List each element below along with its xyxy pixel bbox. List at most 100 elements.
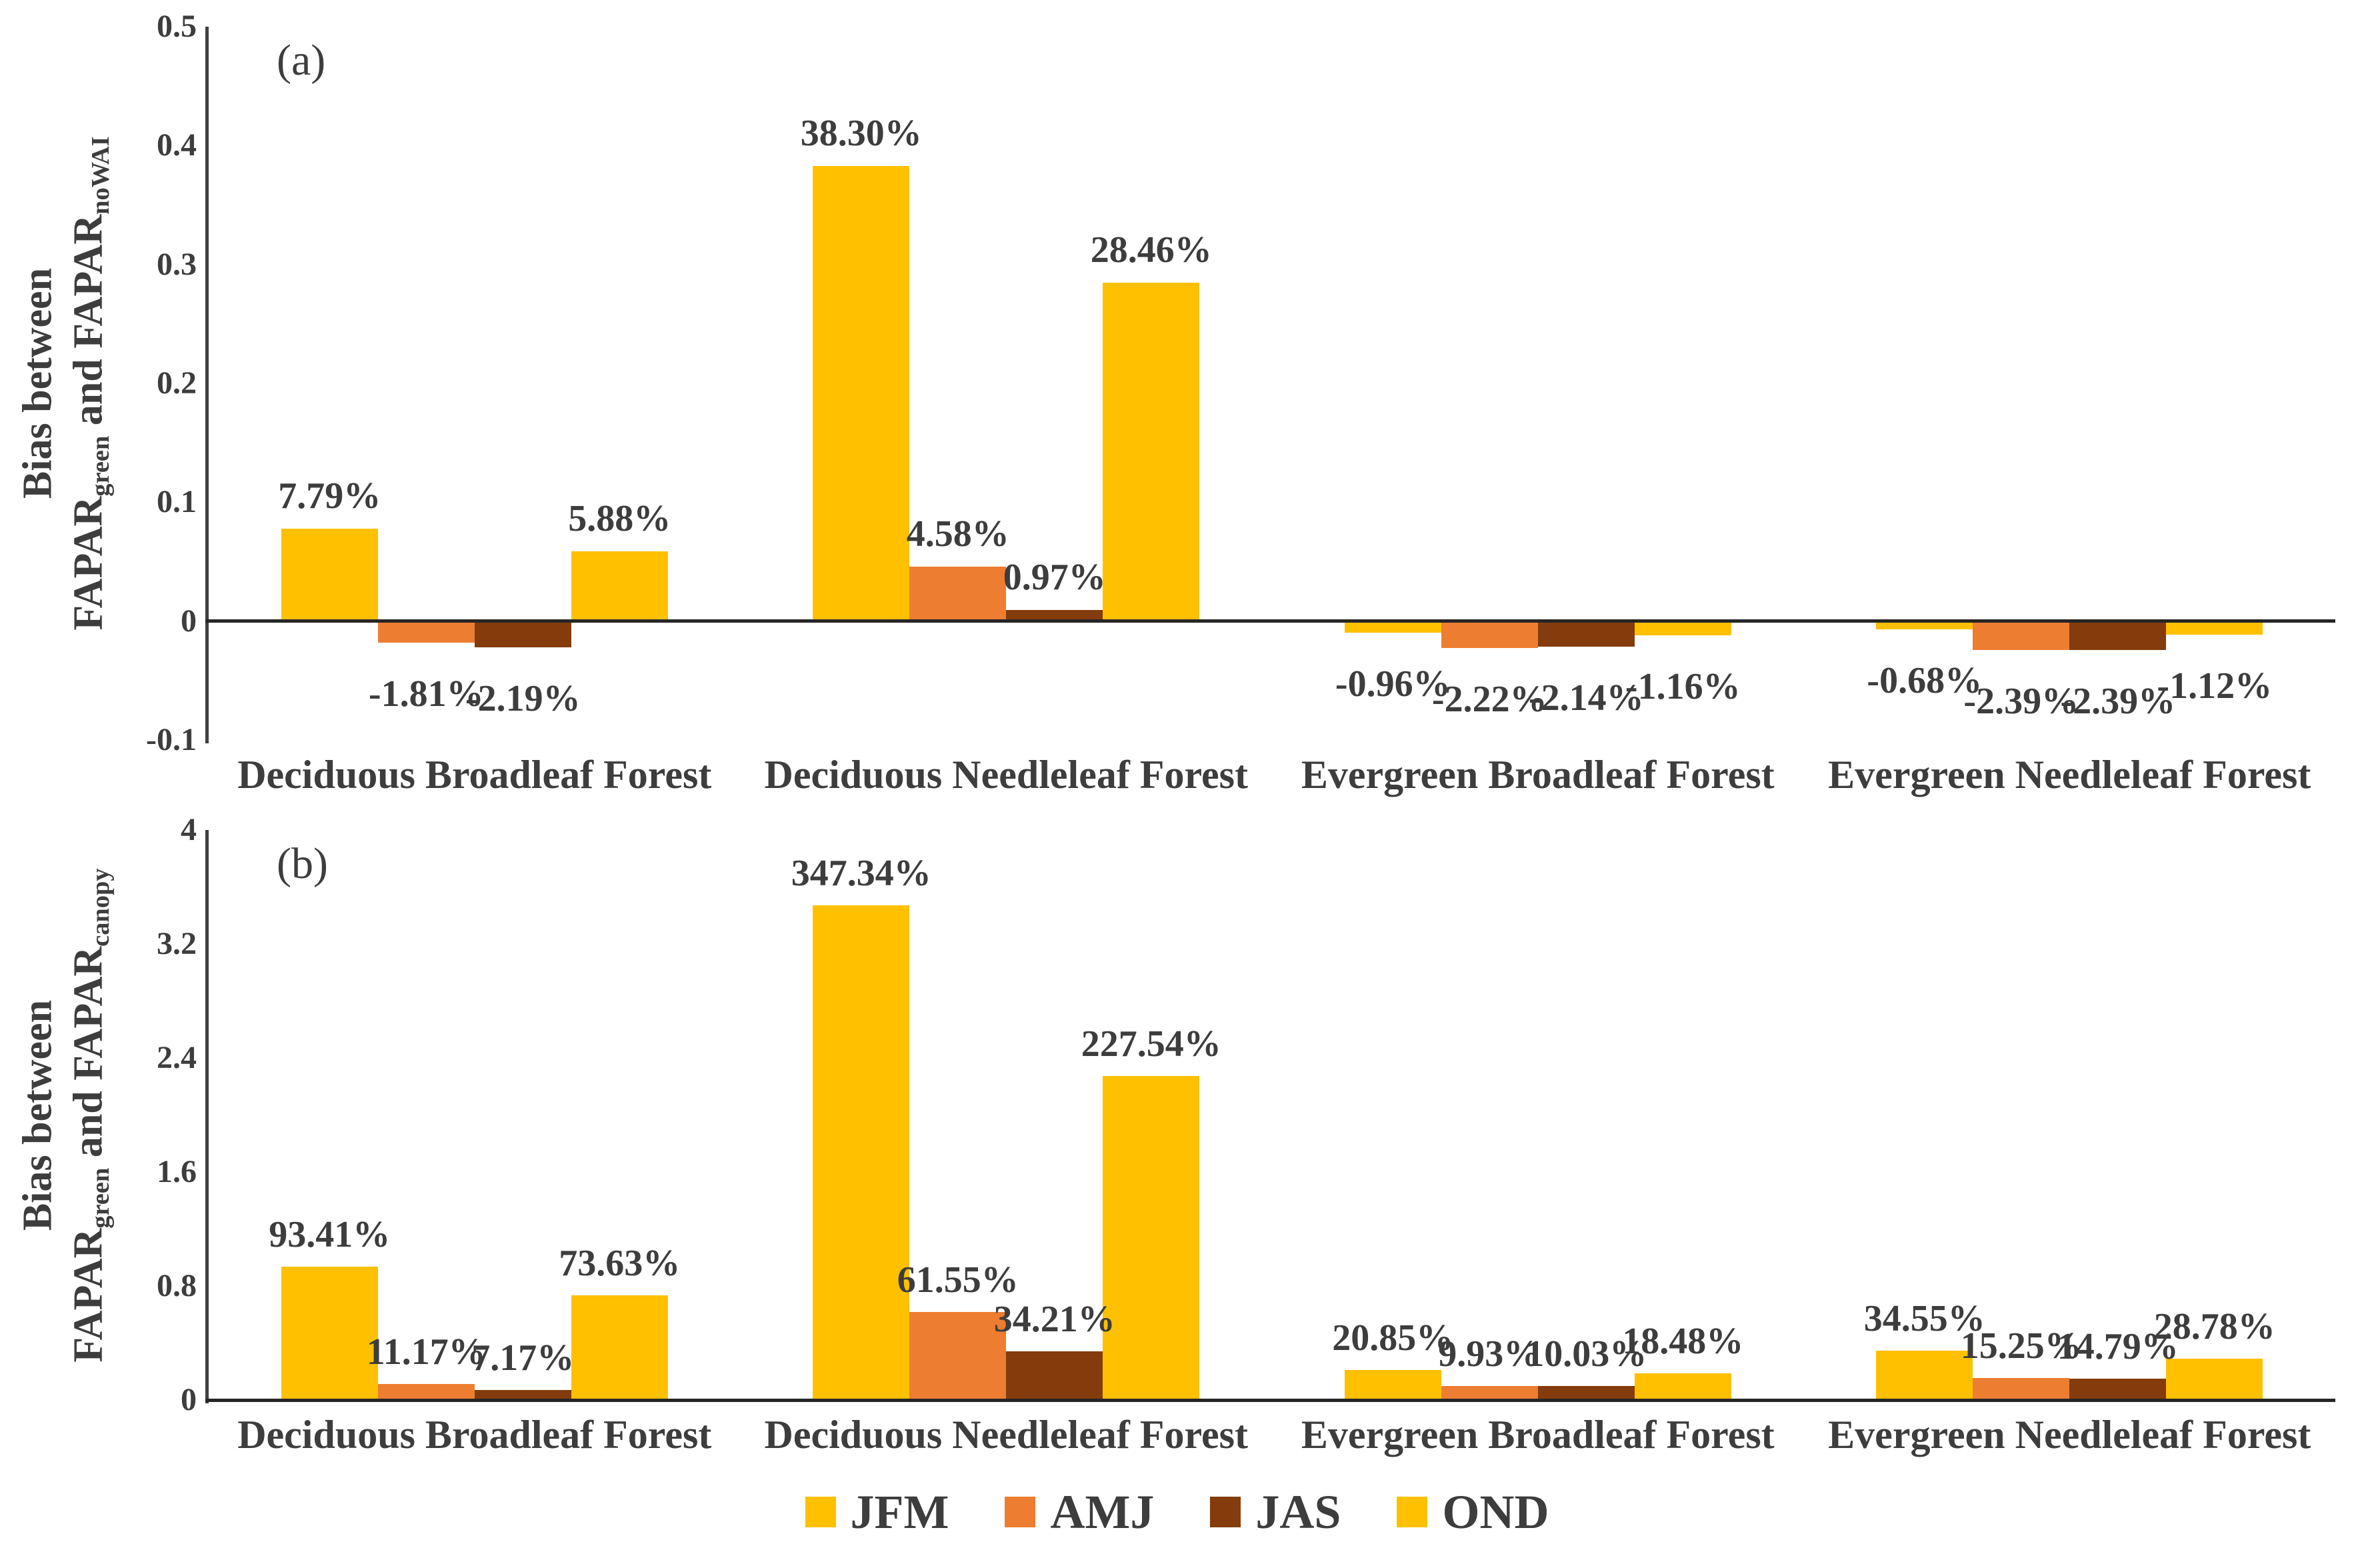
bar-jfm bbox=[1876, 1351, 1973, 1400]
bar-value-label: 20.85% bbox=[1332, 1317, 1454, 1359]
bar-jas bbox=[2069, 621, 2167, 650]
panel-letter: (a) bbox=[277, 36, 326, 85]
legend-label: JAS bbox=[1255, 1485, 1341, 1539]
legend-item-jfm: JFM bbox=[805, 1488, 949, 1536]
legend-item-jas: JAS bbox=[1210, 1488, 1341, 1536]
category-label: Deciduous Broadleaf Forest bbox=[237, 1413, 712, 1457]
bar-jas bbox=[1006, 1351, 1103, 1400]
legend-swatch-jfm bbox=[805, 1497, 836, 1527]
bar-jas bbox=[474, 621, 571, 647]
y-axis-title-line1: Bias between bbox=[15, 999, 61, 1231]
y-tick-label: 0.5 bbox=[157, 9, 197, 44]
bar-value-label: -1.12% bbox=[2157, 665, 2273, 707]
legend-label: JFM bbox=[850, 1485, 949, 1539]
bar-ond bbox=[2166, 1359, 2263, 1400]
y-axis-title-subscript: canopy bbox=[86, 867, 115, 947]
bar-jfm bbox=[813, 165, 910, 621]
category-label: Evergreen Broadleaf Forest bbox=[1301, 753, 1775, 797]
bar-amj bbox=[1441, 1386, 1538, 1400]
y-tick-label: 0.1 bbox=[157, 484, 197, 520]
bar-jfm bbox=[1344, 621, 1441, 633]
category-label: Evergreen Broadleaf Forest bbox=[1301, 1413, 1775, 1457]
bar-jfm bbox=[813, 905, 910, 1400]
bar-amj bbox=[377, 621, 475, 643]
bar-value-label: -2.39% bbox=[1963, 680, 2079, 722]
bar-value-label: 227.54% bbox=[1081, 1023, 1221, 1065]
y-tick-label: 0.4 bbox=[157, 127, 197, 163]
bar-value-label: 10.03% bbox=[1525, 1333, 1647, 1375]
bar-value-label: 7.79% bbox=[278, 475, 381, 517]
bar-value-label: 38.30% bbox=[800, 113, 922, 155]
bar-ond bbox=[571, 551, 668, 621]
category-label: Deciduous Needleleaf Forest bbox=[764, 753, 1248, 797]
bar-value-label: -2.39% bbox=[2060, 680, 2176, 722]
bar-value-label: 14.79% bbox=[2057, 1325, 2179, 1367]
legend-item-ond: OND bbox=[1397, 1488, 1549, 1536]
bar-amj bbox=[1441, 621, 1538, 648]
y-axis-title-text: and FAPAR bbox=[65, 946, 111, 1168]
bar-value-label: 9.93% bbox=[1438, 1333, 1541, 1375]
bar-value-label: 4.58% bbox=[906, 513, 1009, 555]
bar-value-label: 28.78% bbox=[2153, 1305, 2275, 1347]
y-tick-label: 0 bbox=[181, 603, 197, 639]
bar-value-label: 93.41% bbox=[269, 1213, 391, 1255]
bar-amj bbox=[909, 1312, 1007, 1400]
y-tick-label: 0 bbox=[181, 1382, 197, 1417]
x-axis-line bbox=[205, 1399, 2335, 1402]
bar-ond bbox=[1634, 1373, 1731, 1400]
y-axis-line bbox=[205, 27, 209, 743]
legend-swatch-amj bbox=[1005, 1497, 1036, 1527]
bar-jfm bbox=[1344, 1370, 1441, 1400]
y-tick-label: 2.4 bbox=[157, 1040, 197, 1075]
category-label: Evergreen Needleleaf Forest bbox=[1828, 753, 2311, 797]
y-tick-label: -0.1 bbox=[146, 722, 197, 757]
bar-amj bbox=[909, 566, 1007, 621]
legend-label: OND bbox=[1442, 1485, 1549, 1539]
bar-value-label: 0.97% bbox=[1003, 557, 1106, 599]
bar-amj bbox=[1973, 1378, 2070, 1400]
bar-value-label: 7.17% bbox=[471, 1337, 575, 1379]
bar-jas bbox=[1537, 1386, 1635, 1400]
bar-jfm bbox=[281, 1267, 378, 1400]
bar-jas bbox=[1006, 609, 1103, 621]
category-label: Evergreen Needleleaf Forest bbox=[1828, 1413, 2311, 1457]
y-tick-label: 0.3 bbox=[157, 246, 197, 282]
legend: JFM AMJ JAS OND bbox=[0, 1488, 2354, 1536]
bar-jas bbox=[474, 1390, 571, 1400]
panel-letter: (b) bbox=[277, 839, 328, 888]
category-label: Deciduous Broadleaf Forest bbox=[237, 753, 712, 797]
y-tick-label: 4 bbox=[181, 812, 197, 847]
bar-value-label: -1.81% bbox=[368, 673, 484, 715]
y-axis-title-text: FAPAR bbox=[65, 1228, 111, 1363]
x-axis-line bbox=[205, 619, 2335, 623]
y-tick-label: 0.8 bbox=[157, 1268, 197, 1303]
bar-value-label: 347.34% bbox=[791, 852, 931, 894]
y-axis-line bbox=[205, 830, 209, 1403]
bar-ond bbox=[1103, 282, 1200, 621]
bar-ond bbox=[1634, 621, 1731, 635]
y-tick-label: 3.2 bbox=[157, 926, 197, 961]
bar-value-label: -0.96% bbox=[1335, 663, 1451, 705]
legend-swatch-jas bbox=[1210, 1497, 1241, 1527]
y-axis-title-line2: FAPARgreen and FAPARcanopy bbox=[63, 868, 117, 1362]
bar-value-label: 15.25% bbox=[1960, 1325, 2082, 1367]
bar-value-label: -0.68% bbox=[1867, 659, 1983, 701]
y-tick-label: 1.6 bbox=[157, 1154, 197, 1189]
bar-jfm bbox=[281, 528, 378, 621]
bar-value-label: -2.19% bbox=[465, 677, 581, 719]
bar-value-label: -1.16% bbox=[1625, 665, 1741, 707]
y-tick-label: 0.2 bbox=[157, 365, 197, 401]
bar-value-label: -2.14% bbox=[1528, 677, 1644, 719]
legend-swatch-ond bbox=[1397, 1497, 1428, 1527]
bar-value-label: 34.55% bbox=[1863, 1297, 1985, 1339]
category-label: Deciduous Needleleaf Forest bbox=[764, 1413, 1248, 1457]
bar-amj bbox=[377, 1384, 475, 1400]
bar-value-label: 61.55% bbox=[897, 1259, 1019, 1301]
legend-label: AMJ bbox=[1050, 1485, 1155, 1539]
bar-amj bbox=[1973, 621, 2070, 650]
bar-ond bbox=[1103, 1076, 1200, 1400]
bar-value-label: 18.48% bbox=[1622, 1320, 1744, 1362]
